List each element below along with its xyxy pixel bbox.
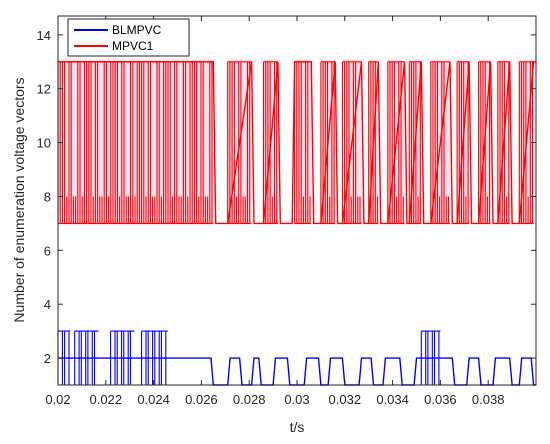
y-tick-label: 10: [37, 136, 51, 151]
series-mpvc1-line: [58, 61, 536, 225]
y-tick-label: 8: [44, 189, 51, 204]
x-tick-label: 0.024: [137, 392, 170, 407]
series-mpvc1-burst-5: [341, 61, 362, 224]
y-tick-label: 4: [44, 297, 51, 312]
legend-label-blmpvc: BLMPVC: [112, 23, 162, 37]
x-tick-label: 0.026: [185, 392, 218, 407]
y-axis-label: Number of enumeration voltage vectors: [11, 77, 27, 322]
x-tick-label: 0.034: [376, 392, 409, 407]
x-axis-label: t/s: [290, 419, 305, 435]
y-tick-label: 14: [37, 28, 51, 43]
x-tick-label: 0.036: [424, 392, 457, 407]
ticks-layer: 0.02 0.022 0.024 0.026 0.028 0.03 0.032 0.034 0.…: [37, 16, 536, 407]
series-mpvc1-burst-9: [430, 61, 450, 224]
y-tick-label: 2: [44, 351, 51, 366]
x-tick-label: 0.03: [284, 392, 309, 407]
y-tick-label: 12: [37, 82, 51, 97]
x-tick-label: 0.038: [472, 392, 505, 407]
y-tick-label: 6: [44, 243, 51, 258]
x-tick-label: 0.02: [45, 392, 70, 407]
legend-label-mpvc1: MPVC1: [112, 39, 154, 53]
legend-box: [67, 18, 190, 57]
series-mpvc1-burst-1: [227, 61, 252, 224]
series-layer: [57, 59, 536, 386]
x-tick-label: 0.028: [233, 392, 266, 407]
x-tick-label: 0.022: [90, 392, 123, 407]
x-tick-label: 0.032: [329, 392, 362, 407]
series-mpvc1-burst-7: [387, 61, 405, 224]
legend: BLMPVC MPVC1: [67, 18, 190, 57]
series-blmpvc-line: [58, 357, 536, 386]
